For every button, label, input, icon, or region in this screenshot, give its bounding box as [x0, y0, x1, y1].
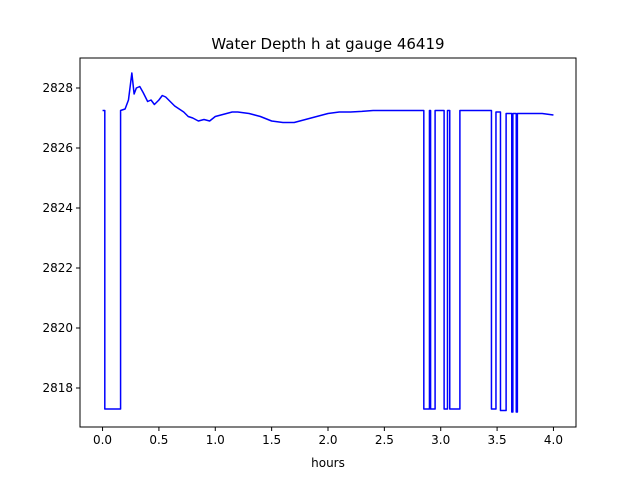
x-tick-label: 0.0 [93, 433, 112, 447]
x-tick-label: 3.5 [488, 433, 507, 447]
y-tick-label: 2822 [42, 261, 73, 275]
y-tick-label: 2824 [42, 201, 73, 215]
x-axis: 0.0 0.5 1.0 1.5 2.0 2.5 3.0 3.5 4.0 [93, 427, 563, 447]
series-line-0 [102, 72, 554, 413]
y-tick-label: 2820 [42, 321, 73, 335]
x-axis-label: hours [311, 456, 345, 470]
x-tick-label: 0.5 [149, 433, 168, 447]
y-axis: 2818 2820 2822 2824 2826 2828 [42, 81, 80, 395]
y-tick-label: 2826 [42, 141, 73, 155]
y-tick-label: 2818 [42, 381, 73, 395]
x-tick-label: 4.0 [544, 433, 563, 447]
y-tick-label: 2828 [42, 81, 73, 95]
chart-title: Water Depth h at gauge 46419 [211, 35, 444, 53]
x-tick-label: 1.5 [262, 433, 281, 447]
x-tick-label: 3.0 [431, 433, 450, 447]
x-tick-label: 2.5 [375, 433, 394, 447]
x-tick-label: 2.0 [318, 433, 337, 447]
x-tick-label: 1.0 [206, 433, 225, 447]
